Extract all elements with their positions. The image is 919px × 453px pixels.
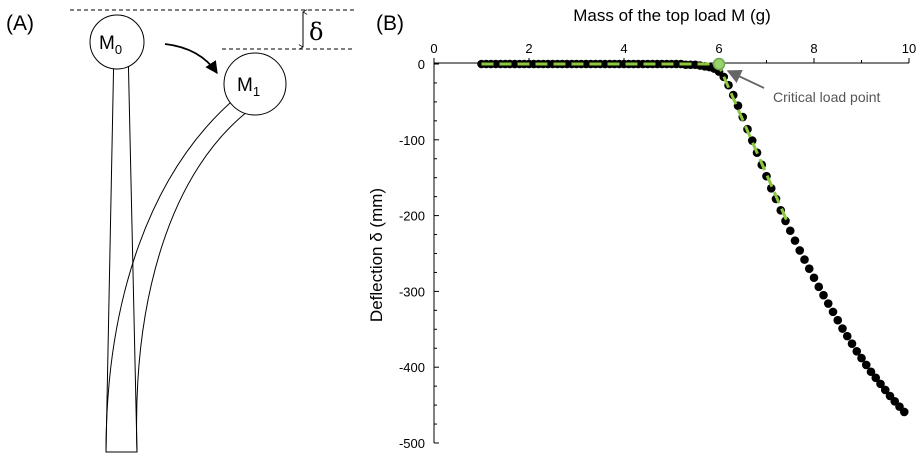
straight-column <box>105 45 138 453</box>
panel-a-label: (A) <box>6 12 34 35</box>
x-tick-label: 6 <box>715 41 722 56</box>
critical-point-group: Critical load point <box>712 57 880 105</box>
data-point <box>899 407 909 417</box>
fit-lines <box>481 59 790 224</box>
data-point <box>790 236 800 245</box>
data-point <box>800 255 809 264</box>
x-tick-label: 0 <box>430 41 437 56</box>
panel-b-label: (B) <box>376 12 404 35</box>
data-point <box>842 331 852 341</box>
data-point <box>781 216 790 226</box>
critical-point-marker <box>712 57 726 71</box>
deflection-symbol: δ <box>309 18 323 46</box>
y-tick-label: -500 <box>399 436 425 451</box>
data-point <box>809 273 819 283</box>
y-tick-label: -200 <box>399 209 425 224</box>
x-tick-label: 2 <box>525 41 532 56</box>
data-point <box>766 184 776 193</box>
data-point <box>804 264 814 273</box>
mass-m1-circle <box>223 52 287 116</box>
y-tick-label: 0 <box>418 57 425 72</box>
data-point <box>857 353 866 363</box>
data-point <box>847 339 857 349</box>
data-point <box>838 324 847 333</box>
data-point <box>880 385 890 395</box>
data-point <box>814 282 824 292</box>
y-tick-label: -300 <box>399 284 425 299</box>
x-tick-label: 10 <box>902 41 916 56</box>
x-axis-title: Mass of the top load M (g) <box>573 6 770 25</box>
y-axis-title: Deflection δ (mm) <box>367 188 386 322</box>
bent-column <box>105 95 253 453</box>
data-point <box>823 299 833 308</box>
x-tick-label: 8 <box>810 41 817 56</box>
data-point <box>785 226 795 236</box>
data-point <box>828 307 838 317</box>
data-point <box>876 379 885 389</box>
data-point <box>833 315 843 325</box>
critical-point-arrow <box>726 70 765 89</box>
deflection-curved-arrow <box>164 43 218 75</box>
y-tick-label: -100 <box>399 133 425 148</box>
mass-m0-circle <box>89 14 145 70</box>
data-point <box>795 246 805 255</box>
data-points <box>477 59 909 417</box>
data-point <box>871 373 881 383</box>
critical-point-annotation: Critical load point <box>773 89 880 105</box>
y-tick-label: -400 <box>399 360 425 375</box>
data-point <box>866 367 876 377</box>
x-tick-label: 4 <box>620 41 627 56</box>
data-point <box>852 346 862 356</box>
data-point <box>747 136 757 145</box>
mass-m1-label: M1 <box>237 75 260 99</box>
panel-b: (B) Mass of the top load M (g) Deflectio… <box>367 6 916 451</box>
data-point <box>819 290 828 300</box>
fit-line <box>715 59 790 224</box>
panel-a: (A) δ M0 M1 <box>6 10 355 453</box>
mass-m0-label: M0 <box>99 33 122 57</box>
data-point <box>861 360 871 370</box>
